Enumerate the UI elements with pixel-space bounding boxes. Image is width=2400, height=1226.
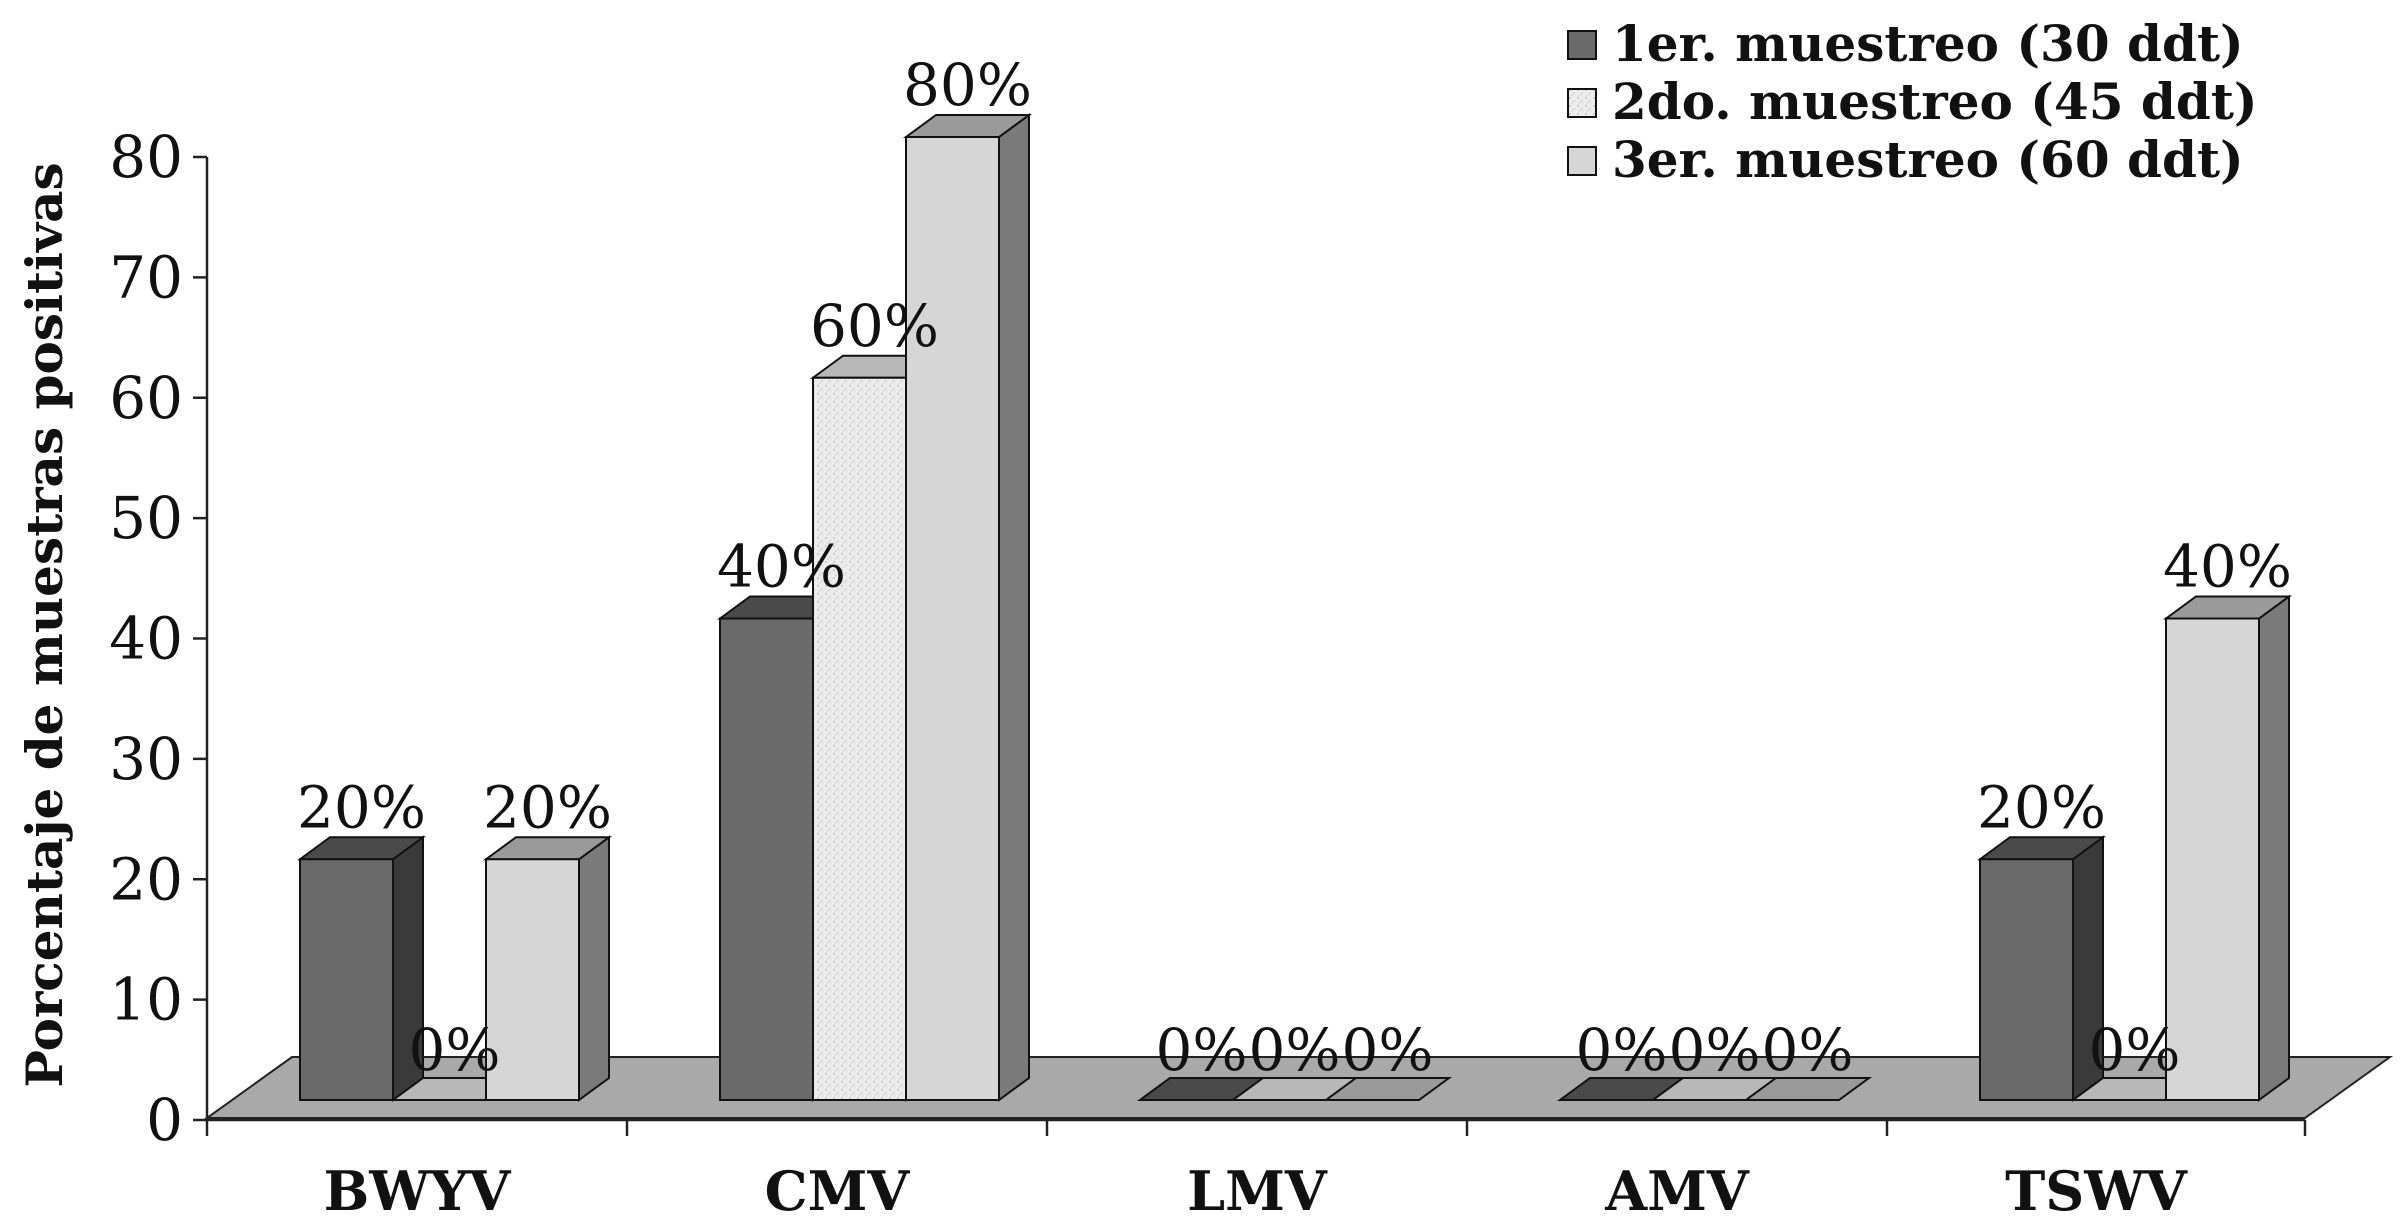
y-tick-label: 30 — [109, 725, 183, 793]
bar — [482, 835, 613, 1102]
bar-front — [719, 617, 814, 1101]
bar-front — [2165, 617, 2260, 1101]
bar-front — [905, 136, 1000, 1101]
data-label: 0% — [1575, 1016, 1667, 1084]
legend-label: 3er. muestreo (60 ddt) — [1612, 130, 2244, 189]
bar-side — [998, 113, 1030, 1102]
y-tick-label: 80 — [109, 123, 183, 191]
y-tick-label: 0 — [146, 1086, 183, 1154]
y-tick-label: 50 — [109, 484, 183, 552]
bar-side — [578, 835, 610, 1102]
bar-front — [299, 858, 394, 1101]
bar — [1742, 1077, 1873, 1101]
bar — [2162, 594, 2293, 1102]
data-label: 20% — [1977, 773, 2106, 841]
data-label: 20% — [483, 773, 612, 841]
y-tick-label: 60 — [109, 364, 183, 432]
data-label: 60% — [810, 292, 939, 360]
bar — [1322, 1077, 1453, 1101]
legend-swatch — [1567, 30, 1597, 60]
bar — [902, 113, 1033, 1102]
x-tick-label: BWYV — [324, 1159, 512, 1223]
bar-front — [1979, 858, 2074, 1101]
x-tick-label: TSWV — [2005, 1159, 2188, 1223]
legend-swatch — [1567, 146, 1597, 176]
data-label: 0% — [1668, 1016, 1760, 1084]
x-tick-label: CMV — [765, 1159, 911, 1223]
data-label: 0% — [1761, 1016, 1853, 1084]
data-label: 0% — [408, 1016, 500, 1084]
bar — [296, 835, 427, 1102]
legend-swatch — [1567, 88, 1597, 118]
data-label: 0% — [2088, 1016, 2180, 1084]
data-label: 40% — [2163, 533, 2292, 601]
chart-bars — [296, 113, 2293, 1102]
bar-zero — [1322, 1077, 1453, 1101]
y-tick-label: 70 — [109, 243, 183, 311]
bar-zero — [1742, 1077, 1873, 1101]
data-label: 20% — [297, 773, 426, 841]
data-label: 80% — [903, 51, 1032, 119]
data-label: 0% — [1341, 1016, 1433, 1084]
y-tick-label: 10 — [109, 966, 183, 1034]
bar-front — [812, 376, 907, 1101]
data-label: 0% — [1155, 1016, 1247, 1084]
legend: 1er. muestreo (30 ddt)2do. muestreo (45 … — [1567, 14, 2258, 189]
data-label: 40% — [717, 533, 846, 601]
data-label: 0% — [1248, 1016, 1340, 1084]
y-tick-label: 40 — [109, 605, 183, 673]
y-axis-label: Porcentaje de muestras positivas — [15, 162, 74, 1087]
chart-data-labels: 20%0%20%40%60%80%0% 0% 0% 0% 0% 0%20%0%40% — [297, 51, 2292, 1084]
x-tick-label: AMV — [1604, 1159, 1750, 1223]
chart-axes: 0 10 20 30 40 50 60 70 80 BWYV CMV LMV AMV TSWV — [109, 123, 2307, 1223]
x-tick-label: LMV — [1187, 1159, 1328, 1223]
bar-side — [2258, 594, 2290, 1102]
legend-label: 2do. muestreo (45 ddt) — [1612, 72, 2258, 131]
bar-front — [485, 858, 580, 1101]
legend-label: 1er. muestreo (30 ddt) — [1612, 14, 2244, 73]
bar — [1976, 835, 2107, 1102]
y-tick-label: 20 — [109, 845, 183, 913]
